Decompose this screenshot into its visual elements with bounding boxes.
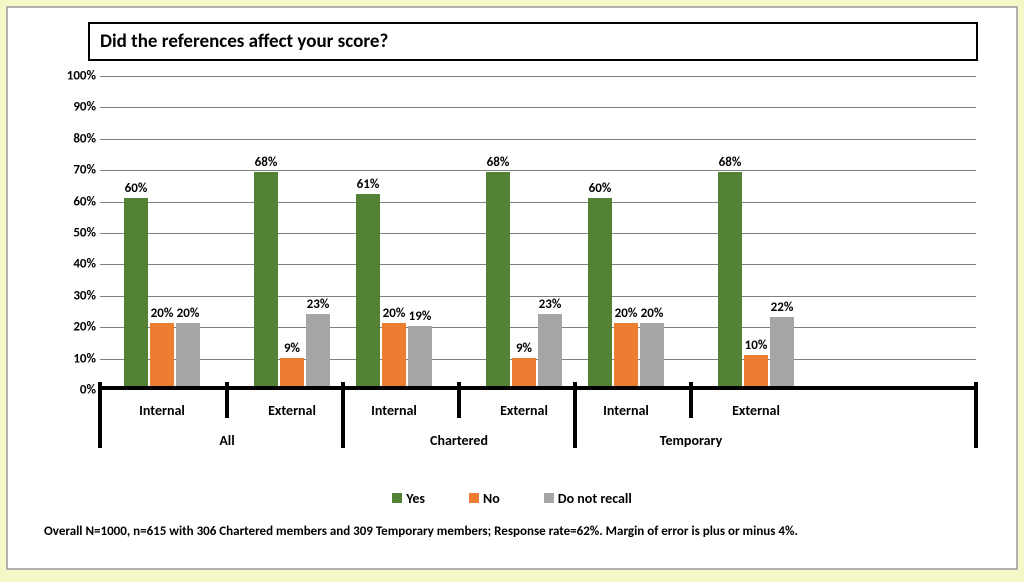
legend-swatch bbox=[392, 493, 402, 503]
gridline bbox=[100, 170, 976, 171]
bar bbox=[614, 323, 638, 386]
bar-value-label: 68% bbox=[478, 155, 518, 170]
x-subgroup-label: Internal bbox=[139, 402, 185, 419]
legend-label: Do not recall bbox=[558, 490, 632, 507]
bar-value-label: 20% bbox=[168, 306, 208, 321]
x-group-label: Chartered bbox=[430, 432, 488, 449]
bar-value-label: 20% bbox=[632, 306, 672, 321]
bar-value-label: 61% bbox=[348, 177, 388, 192]
bar bbox=[150, 323, 174, 386]
gridline bbox=[100, 107, 976, 108]
plot-region: 60%20%20%68%9%23%61%20%19%68%9%23%60%20%… bbox=[100, 76, 976, 390]
bar-value-label: 23% bbox=[530, 297, 570, 312]
axis-tick bbox=[98, 382, 102, 448]
legend-label: No bbox=[483, 490, 500, 507]
bar-value-label: 68% bbox=[710, 155, 750, 170]
gridline bbox=[100, 233, 976, 234]
legend-label: Yes bbox=[406, 490, 425, 507]
x-group-label: All bbox=[219, 432, 234, 449]
y-tick-label: 40% bbox=[52, 257, 96, 272]
gridline bbox=[100, 202, 976, 203]
bar bbox=[744, 355, 768, 386]
axis-tick bbox=[225, 382, 229, 418]
y-tick-label: 80% bbox=[52, 131, 96, 146]
y-tick-label: 60% bbox=[52, 194, 96, 209]
axis-tick bbox=[341, 382, 345, 448]
bar bbox=[382, 323, 406, 386]
bar-value-label: 22% bbox=[762, 300, 802, 315]
x-subgroup-label: External bbox=[268, 402, 316, 419]
bar bbox=[538, 314, 562, 386]
legend-item: Yes bbox=[392, 490, 425, 507]
y-tick-label: 10% bbox=[52, 351, 96, 366]
bar bbox=[356, 194, 380, 386]
bar bbox=[306, 314, 330, 386]
footnote: Overall N=1000, n=615 with 306 Chartered… bbox=[44, 524, 798, 539]
y-tick-label: 30% bbox=[52, 288, 96, 303]
axis-tick bbox=[457, 382, 461, 418]
axis-tick bbox=[573, 382, 577, 448]
x-subgroup-label: Internal bbox=[371, 402, 417, 419]
bar bbox=[408, 326, 432, 386]
axis-tick bbox=[974, 382, 978, 448]
bar bbox=[640, 323, 664, 386]
chart-panel: Did the references affect your score? 60… bbox=[6, 6, 1018, 570]
x-subgroup-label: External bbox=[500, 402, 548, 419]
y-tick-label: 20% bbox=[52, 320, 96, 335]
y-tick-label: 90% bbox=[52, 100, 96, 115]
y-tick-label: 0% bbox=[52, 383, 96, 398]
chart-title: Did the references affect your score? bbox=[88, 22, 978, 61]
legend-swatch bbox=[469, 493, 479, 503]
bar bbox=[770, 317, 794, 386]
bar bbox=[512, 358, 536, 386]
legend-item: Do not recall bbox=[544, 490, 632, 507]
y-tick-label: 100% bbox=[52, 69, 96, 84]
bar-value-label: 23% bbox=[298, 297, 338, 312]
legend-swatch bbox=[544, 493, 554, 503]
bar bbox=[588, 198, 612, 386]
y-tick-label: 70% bbox=[52, 163, 96, 178]
x-subgroup-label: Internal bbox=[603, 402, 649, 419]
bar-value-label: 60% bbox=[116, 181, 156, 196]
x-group-label: Temporary bbox=[660, 432, 722, 449]
y-tick-label: 50% bbox=[52, 226, 96, 241]
gridline bbox=[100, 264, 976, 265]
chart-area: 60%20%20%68%9%23%61%20%19%68%9%23%60%20%… bbox=[52, 76, 992, 426]
legend-item: No bbox=[469, 490, 500, 507]
gridline bbox=[100, 139, 976, 140]
bar bbox=[124, 198, 148, 386]
bar bbox=[176, 323, 200, 386]
axis-tick bbox=[689, 382, 693, 418]
x-subgroup-label: External bbox=[732, 402, 780, 419]
bar-value-label: 19% bbox=[400, 309, 440, 324]
bar-value-label: 60% bbox=[580, 181, 620, 196]
bar bbox=[280, 358, 304, 386]
gridline bbox=[100, 76, 976, 77]
bar-value-label: 68% bbox=[246, 155, 286, 170]
legend: Yes No Do not recall bbox=[8, 490, 1016, 507]
bar bbox=[718, 172, 742, 386]
